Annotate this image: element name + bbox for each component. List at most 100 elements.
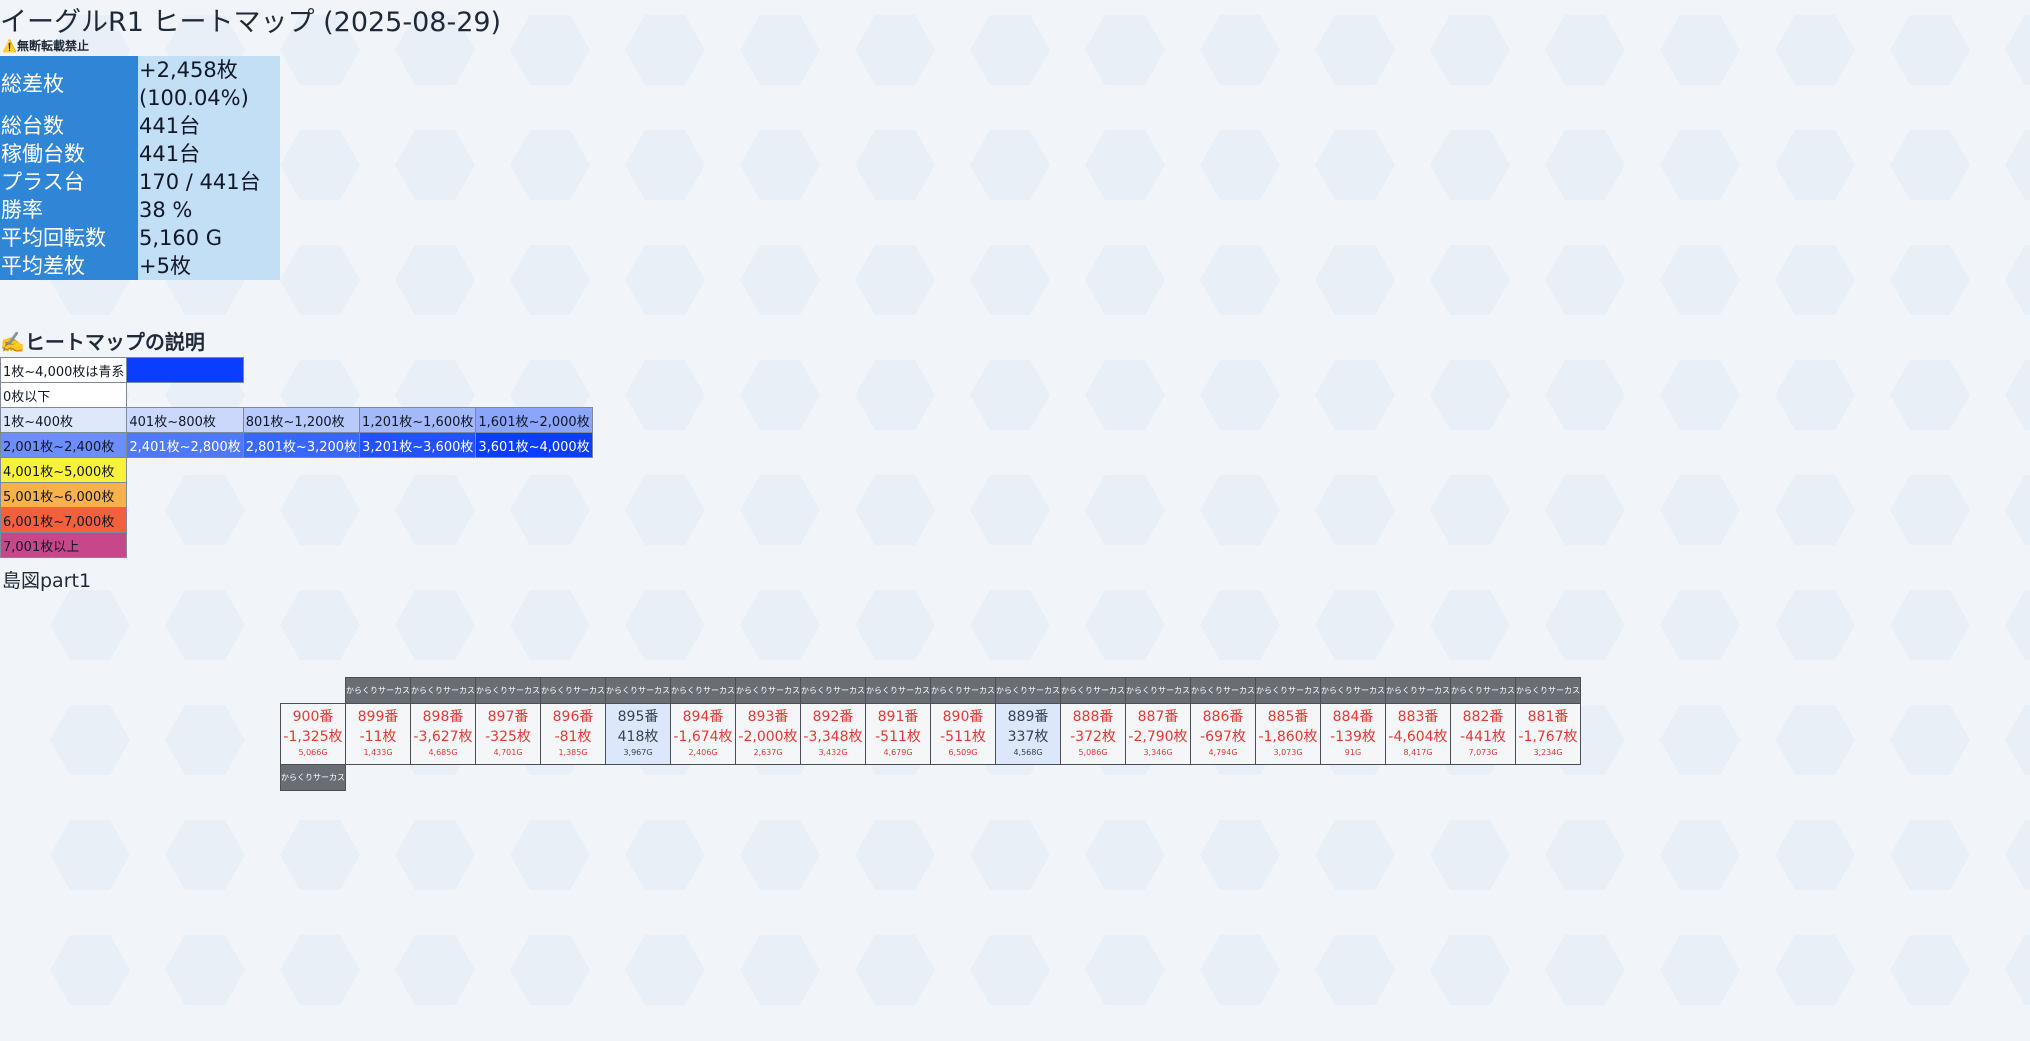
machine-name-header: からくりサーカス	[1450, 677, 1516, 704]
machine-cell[interactable]: 891番 -511枚 4,679G	[865, 703, 931, 765]
watermark-logo	[1065, 930, 1185, 1030]
watermark-hex-icon	[1430, 820, 1510, 890]
machine-cell[interactable]: 895番 418枚 3,967G	[605, 703, 671, 765]
watermark-hex-icon	[1545, 935, 1625, 1005]
watermark-hex-icon	[1200, 130, 1280, 200]
machine-diff: -441枚	[1460, 729, 1506, 745]
watermark-logo	[1525, 585, 1645, 685]
watermark-hex-icon	[970, 245, 1050, 315]
watermark-logo	[1985, 700, 2030, 800]
watermark-logo	[1065, 470, 1185, 570]
machine-name-header: からくりサーカス	[475, 677, 541, 704]
watermark-logo	[1180, 470, 1300, 570]
machine-cell[interactable]: 892番 -3,348枚 3,432G	[800, 703, 866, 765]
machine-games: 4,568G	[1013, 748, 1043, 757]
machine-cell[interactable]: 896番 -81枚 1,385G	[540, 703, 606, 765]
legend-row: 2,001枚~2,400枚 2,401枚~2,800枚 2,801枚~3,200枚 3…	[0, 432, 593, 458]
machine-cell[interactable]: 899番 -11枚 1,433G	[345, 703, 411, 765]
machine-number: 890番	[942, 709, 984, 725]
machine-games: 3,234G	[1533, 748, 1563, 757]
watermark-logo	[30, 815, 150, 915]
watermark-hex-icon	[1200, 935, 1280, 1005]
machine-cell[interactable]: 881番 -1,767枚 3,234G	[1515, 703, 1581, 765]
machine-games: 4,794G	[1208, 748, 1238, 757]
watermark-logo	[835, 470, 955, 570]
machine-number: 900番	[292, 709, 334, 725]
watermark-hex-icon	[1085, 130, 1165, 200]
watermark-logo	[1985, 240, 2030, 340]
watermark-hex-icon	[740, 245, 820, 315]
watermark-hex-icon	[970, 475, 1050, 545]
legend-cell: 1,601枚~2,000枚	[475, 407, 593, 433]
machine-cell[interactable]: 888番 -372枚 5,086G	[1060, 703, 1126, 765]
map-spacer	[281, 678, 346, 704]
writing-hand-icon: ✍️	[0, 330, 25, 354]
machine-cell[interactable]: 889番 337枚 4,568G	[995, 703, 1061, 765]
watermark-hex-icon	[510, 820, 590, 890]
legend-cell: 5,001枚~6,000枚	[0, 482, 128, 508]
watermark-logo	[145, 585, 265, 685]
machine-cell[interactable]: 886番 -697枚 4,794G	[1190, 703, 1256, 765]
summary-row: プラス台 170 / 441台	[0, 168, 280, 196]
watermark-logo	[1295, 240, 1415, 340]
watermark-hex-icon	[280, 590, 360, 660]
machine-cell[interactable]: 898番 -3,627枚 4,685G	[410, 703, 476, 765]
legend-title-text: ヒートマップの説明	[24, 330, 205, 354]
machine-name-header: からくりサーカス	[345, 677, 411, 704]
machine-cell[interactable]: 882番 -441枚 7,073G	[1450, 703, 1516, 765]
watermark-hex-icon	[1085, 475, 1165, 545]
watermark-logo	[30, 930, 150, 1030]
summary-value: 441台	[138, 140, 280, 168]
watermark-logo	[1755, 10, 1875, 110]
watermark-hex-icon	[280, 130, 360, 200]
watermark-logo	[950, 125, 1070, 225]
watermark-hex-icon	[740, 475, 820, 545]
machine-number: 897番	[487, 709, 529, 725]
legend-cell: 2,401枚~2,800枚	[126, 432, 244, 458]
legend-row: 0枚以下	[0, 382, 593, 408]
machine-number: 886番	[1202, 709, 1244, 725]
watermark-hex-icon	[1085, 360, 1165, 430]
watermark-logo	[605, 355, 725, 455]
watermark-logo	[1870, 125, 1990, 225]
summary-row: 平均回転数 5,160 G	[0, 224, 280, 252]
watermark-hex-icon	[1775, 15, 1855, 85]
watermark-logo	[30, 700, 150, 800]
watermark-logo	[605, 815, 725, 915]
machine-cell[interactable]: 887番 -2,790枚 3,346G	[1125, 703, 1191, 765]
watermark-hex-icon	[165, 705, 245, 775]
watermark-hex-icon	[1085, 820, 1165, 890]
map-spacer	[411, 765, 476, 791]
watermark-logo	[1985, 355, 2030, 455]
summary-row: 総台数 441台	[0, 112, 280, 140]
machine-cell[interactable]: 894番 -1,674枚 2,406G	[670, 703, 736, 765]
map-spacer	[1126, 765, 1191, 791]
watermark-logo	[720, 930, 840, 1030]
watermark-hex-icon	[740, 590, 820, 660]
summary-label: 平均回転数	[0, 224, 138, 252]
watermark-hex-icon	[625, 130, 705, 200]
machine-cell[interactable]: 900番 -1,325枚 5,066G	[280, 703, 346, 765]
watermark-logo	[1985, 815, 2030, 915]
machine-cell[interactable]: 897番 -325枚 4,701G	[475, 703, 541, 765]
summary-label: 平均差枚	[0, 252, 138, 280]
watermark-hex-icon	[1200, 475, 1280, 545]
watermark-logo	[375, 930, 495, 1030]
machine-cell[interactable]: 885番 -1,860枚 3,073G	[1255, 703, 1321, 765]
machine-cell[interactable]: 883番 -4,604枚 8,417G	[1385, 703, 1451, 765]
machine-cell[interactable]: 890番 -511枚 6,509G	[930, 703, 996, 765]
watermark-logo	[1525, 240, 1645, 340]
summary-label: 総差枚	[0, 56, 138, 112]
watermark-hex-icon	[740, 15, 820, 85]
watermark-hex-icon	[165, 935, 245, 1005]
machine-cell[interactable]: 884番 -139枚 91G	[1320, 703, 1386, 765]
map-spacer	[1191, 765, 1256, 791]
watermark-logo	[1180, 10, 1300, 110]
legend-cell: 1枚~400枚	[0, 407, 128, 433]
watermark-hex-icon	[1660, 245, 1740, 315]
watermark-hex-icon	[1545, 820, 1625, 890]
watermark-hex-icon	[625, 15, 705, 85]
watermark-logo	[1640, 10, 1760, 110]
watermark-logo	[1525, 10, 1645, 110]
machine-cell[interactable]: 893番 -2,000枚 2,637G	[735, 703, 801, 765]
